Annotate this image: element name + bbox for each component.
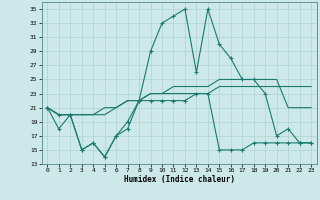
- X-axis label: Humidex (Indice chaleur): Humidex (Indice chaleur): [124, 175, 235, 184]
